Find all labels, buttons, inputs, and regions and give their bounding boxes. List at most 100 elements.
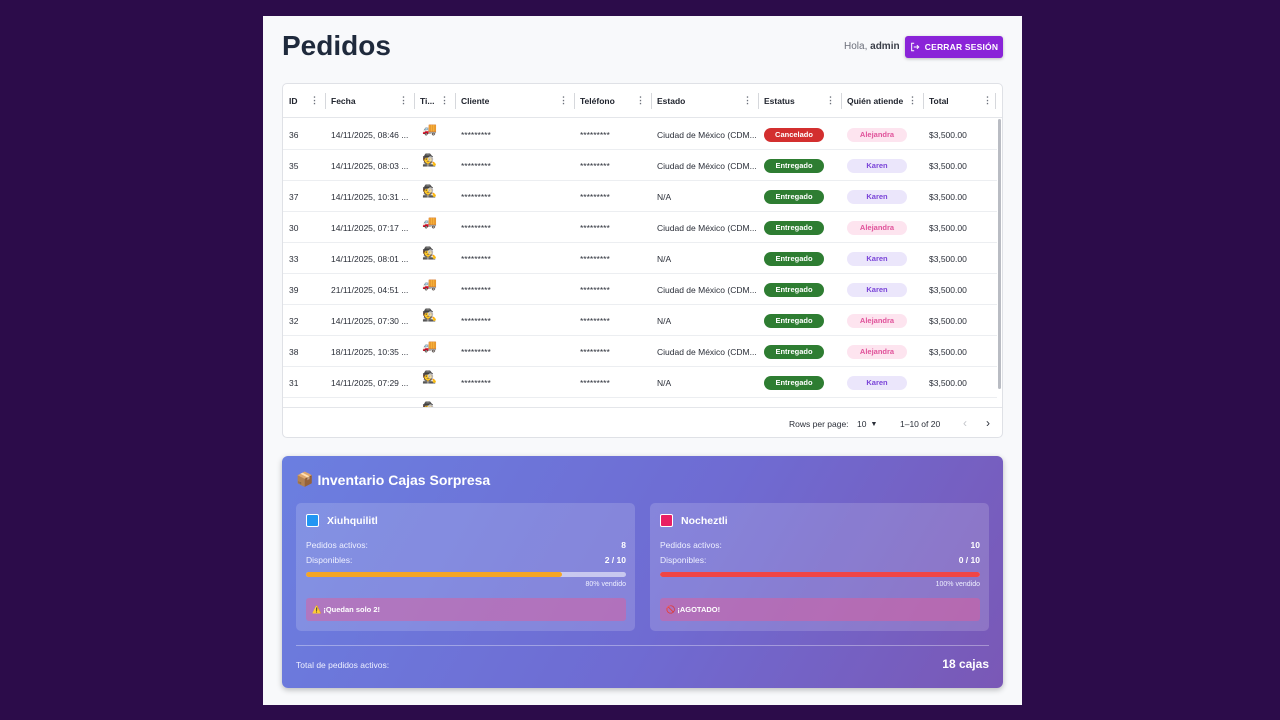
active-orders-value: 8 [621,540,626,550]
cell-estatus: Cancelado [758,119,841,150]
cell-estatus: Entregado [758,398,841,407]
cell-text: 14/11/2025, 07:30 ... [331,315,409,326]
column-separator[interactable] [414,93,415,109]
column-menu-icon[interactable]: ⋮ [399,95,408,105]
cell-total: $3,500.00 [923,181,998,212]
user-greeting: Hola, admin [844,41,900,52]
cell-estatus: Entregado [758,367,841,398]
attendant-badge: Karen [847,158,907,173]
column-menu-icon[interactable]: ⋮ [440,95,449,105]
cell-estado: Ciudad de México (CDM... [651,119,758,150]
pickup-person-icon: 🕵 [422,184,437,198]
cell-tipo: 🕵 [414,367,455,398]
inventory-panel: 📦 Inventario Cajas Sorpresa Xiuhquilitl P… [282,456,1003,688]
column-separator[interactable] [325,93,326,109]
table-row[interactable]: 31 14/11/2025, 07:29 ... 🕵 ********* *******… [283,367,997,398]
column-separator[interactable] [651,93,652,109]
table-row[interactable]: 33 14/11/2025, 08:01 ... 🕵 ********* *******… [283,243,997,274]
cell-text: N/A [657,377,672,388]
cell-telefono [574,398,651,407]
cell-estado: Ciudad de México (CDM... [651,150,758,181]
cell-text: $3,500.00 [929,160,967,171]
column-menu-icon[interactable]: ⋮ [743,95,752,105]
cell-text: $3,500.00 [929,346,967,357]
cell-tipo: 🕵 [414,181,455,212]
pickup-person-icon: 🕵 [422,153,437,167]
logout-button[interactable]: CERRAR SESIÓN [905,36,1003,58]
column-menu-icon[interactable]: ⋮ [908,95,917,105]
cell-estatus: Entregado [758,305,841,336]
cell-text: ********* [580,346,610,357]
total-active-label: Total de pedidos activos: [296,660,390,670]
column-separator[interactable] [841,93,842,109]
column-header-label: Quién atiende [847,96,904,106]
cell-cliente: ********* [455,181,574,212]
column-separator[interactable] [574,93,575,109]
cell-text: 14/11/2025, 08:01 ... [331,253,409,264]
table-row[interactable]: 38 18/11/2025, 10:35 ... 🚚 ********* *******… [283,336,997,367]
cell-estatus: Entregado [758,181,841,212]
active-orders-label: Pedidos activos: [306,540,368,550]
rows-per-page-select[interactable]: 10 ▼ [857,419,877,429]
cell-id: 31 [283,367,325,398]
cell-id: 39 [283,274,325,305]
cell-text: Ciudad de México (CDM... [657,284,757,295]
table-row[interactable]: 39 21/11/2025, 04:51 ... 🚚 ********* *******… [283,274,997,305]
cell-text: ********* [461,222,491,233]
column-header-id[interactable]: ID ⋮ [283,84,325,118]
cell-text: Ciudad de México (CDM... [657,346,757,357]
column-header-fecha[interactable]: Fecha ⋮ [325,84,414,118]
column-separator[interactable] [455,93,456,109]
column-header-label: Estatus [764,96,795,106]
attendant-badge: Alejandra [847,127,907,142]
column-separator[interactable] [758,93,759,109]
column-menu-icon[interactable]: ⋮ [983,95,992,105]
cell-tipo: 🕵 [414,398,455,407]
column-header-tipo[interactable]: Ti... ⋮ [414,84,455,118]
cell-total [923,398,998,407]
cell-text: $3,500.00 [929,129,967,140]
column-header-atiende[interactable]: Quién atiende ⋮ [841,84,923,118]
column-menu-icon[interactable]: ⋮ [310,95,319,105]
rows-per-page-label: Rows per page: [789,419,849,429]
cell-atiende: Karen [841,367,923,398]
column-menu-icon[interactable]: ⋮ [636,95,645,105]
cell-total: $3,500.00 [923,336,998,367]
column-header-label: Teléfono [580,96,615,106]
table-scrollbar[interactable] [998,119,1001,389]
cell-text: ********* [580,377,610,388]
table-body[interactable]: 36 14/11/2025, 08:46 ... 🚚 ********* *******… [283,119,1002,407]
cell-telefono: ********* [574,305,651,336]
column-header-estado[interactable]: Estado ⋮ [651,84,758,118]
column-separator[interactable] [923,93,924,109]
table-row[interactable]: 32 14/11/2025, 07:30 ... 🕵 ********* *******… [283,305,997,336]
cell-total: $3,500.00 [923,305,998,336]
cell-fecha: 14/11/2025, 07:29 ... [325,367,414,398]
next-page-button[interactable]: › [980,415,996,431]
cell-text: ********* [580,284,610,295]
cell-cliente: ********* [455,367,574,398]
status-badge: Entregado [764,251,824,266]
column-header-label: Ti... [420,96,435,106]
orders-table: ID ⋮ Fecha ⋮ Ti... ⋮ Cliente ⋮ Teléfono ⋮ Estado ⋮ E… [282,83,1003,438]
cell-text: 14/11/2025, 07:17 ... [331,222,409,233]
column-header-telefono[interactable]: Teléfono ⋮ [574,84,651,118]
table-row[interactable]: 37 14/11/2025, 10:31 ... 🕵 ********* *******… [283,181,997,212]
cell-cliente: ********* [455,274,574,305]
column-separator [995,93,996,109]
column-menu-icon[interactable]: ⋮ [826,95,835,105]
cell-text: ********* [580,253,610,264]
table-row[interactable]: 🕵 Entregado [283,398,997,407]
table-row[interactable]: 30 14/11/2025, 07:17 ... 🚚 ********* *******… [283,212,997,243]
cell-estatus: Entregado [758,336,841,367]
status-badge: Entregado [764,375,824,390]
table-row[interactable]: 35 14/11/2025, 08:03 ... 🕵 ********* *******… [283,150,997,181]
column-menu-icon[interactable]: ⋮ [559,95,568,105]
column-header-total[interactable]: Total ⋮ [923,84,998,118]
table-row[interactable]: 36 14/11/2025, 08:46 ... 🚚 ********* *******… [283,119,997,150]
cell-id: 30 [283,212,325,243]
column-header-estatus[interactable]: Estatus ⋮ [758,84,841,118]
column-header-cliente[interactable]: Cliente ⋮ [455,84,574,118]
status-badge: Entregado [764,282,824,297]
previous-page-button[interactable]: ‹ [957,415,973,431]
